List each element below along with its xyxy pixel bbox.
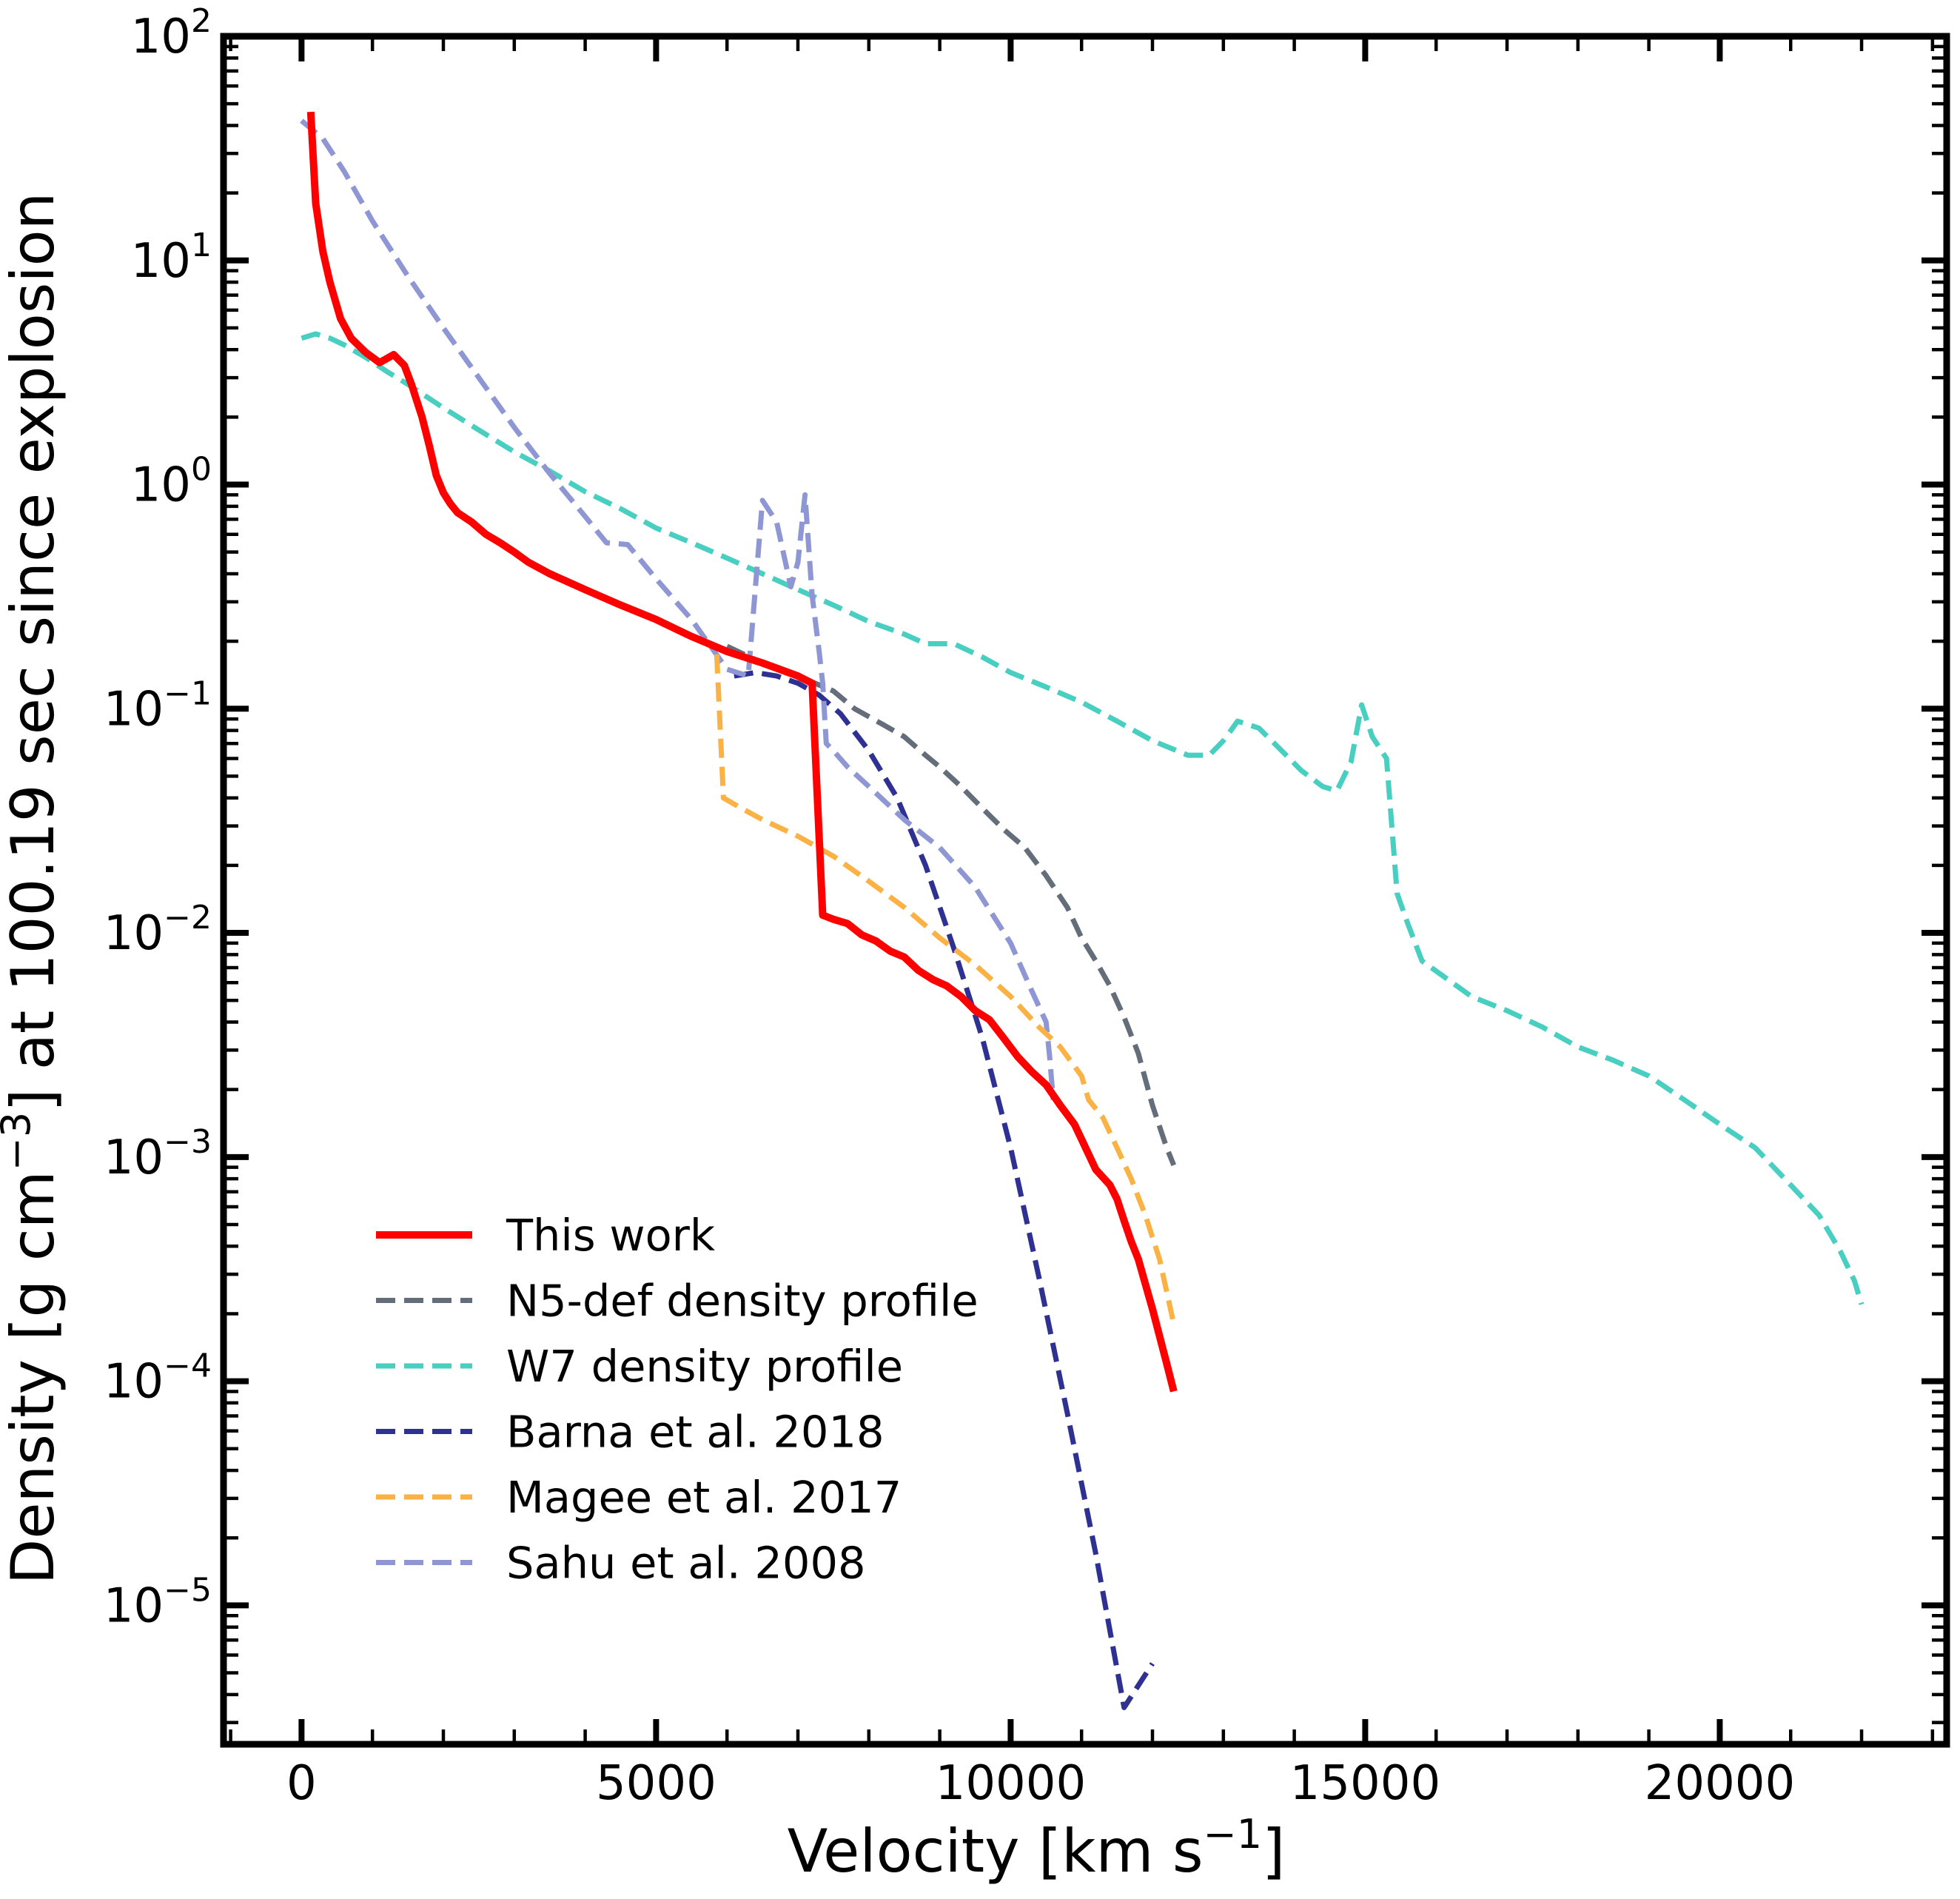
series-line-this-work (306, 111, 1178, 1393)
y-tick-label: 10−3 (104, 1123, 212, 1185)
legend: This work N5-def density profile W7 densit… (376, 1210, 979, 1589)
y-tick-label: 10−2 (104, 899, 212, 961)
y-tick-label: 100 (131, 451, 212, 513)
legend-label: Barna et al. 2018 (506, 1407, 885, 1458)
legend-label: This work (506, 1210, 715, 1261)
x-tick-label: 20000 (1645, 1756, 1796, 1811)
y-tick-label: 101 (131, 227, 212, 289)
series-line-w7-density-profile (301, 331, 1865, 1305)
x-tick-label: 15000 (1290, 1756, 1441, 1811)
x-axis-title: Velocity [km s−1] (788, 1811, 1286, 1886)
series-line-sahu-et-al-2008 (300, 118, 1056, 1100)
series-line-n5-def-density-profile (725, 643, 1177, 1167)
y-tick-label: 102 (131, 2, 212, 64)
legend-label: N5-def density profile (506, 1276, 979, 1327)
x-tick-label: 10000 (936, 1756, 1087, 1811)
x-tick-label: 5000 (596, 1756, 716, 1811)
y-axis-title: Density [g cm−3] at 100.19 sec since exp… (0, 192, 67, 1585)
legend-label: W7 density profile (506, 1341, 903, 1392)
y-tick-label: 10−1 (104, 674, 212, 737)
x-tick-label: 0 (286, 1756, 317, 1811)
y-tick-label: 10−4 (104, 1347, 212, 1410)
y-tick-label: 10−5 (104, 1571, 212, 1633)
legend-label: Sahu et al. 2008 (506, 1538, 866, 1589)
series-line-barna-et-al-2018 (734, 669, 1155, 1710)
legend-label: Magee et al. 2017 (506, 1472, 902, 1523)
